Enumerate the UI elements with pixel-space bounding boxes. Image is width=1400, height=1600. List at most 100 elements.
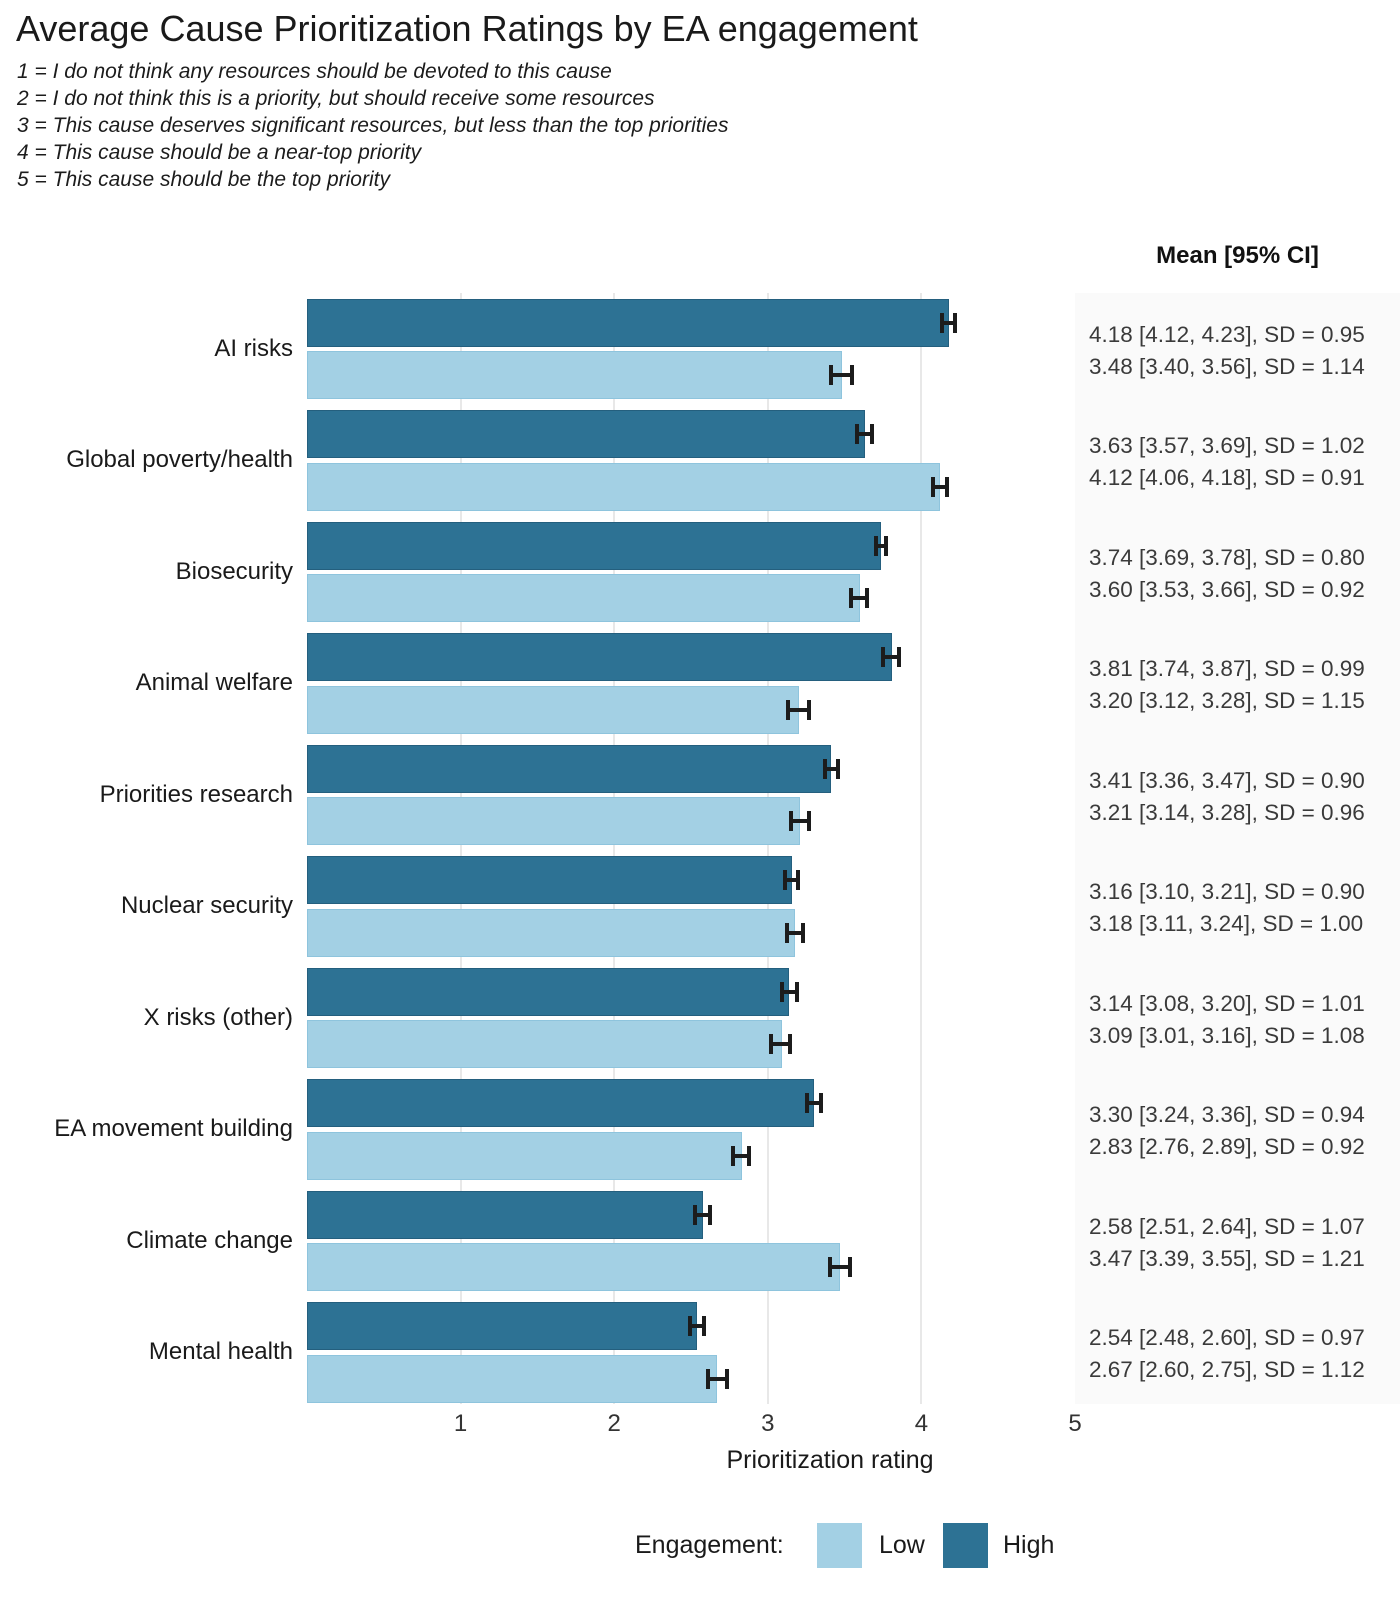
bar-low-2 bbox=[307, 574, 860, 622]
bar-low-9 bbox=[307, 1354, 718, 1403]
legend-title: Engagement: bbox=[635, 1531, 784, 1559]
stats-line-high: 3.14 [3.08, 3.20], SD = 1.01 bbox=[1089, 990, 1365, 1016]
category-label: Global poverty/health bbox=[66, 446, 293, 473]
stats-line-low: 3.18 [3.11, 3.24], SD = 1.00 bbox=[1089, 911, 1364, 936]
error-bar-line bbox=[859, 432, 870, 436]
bar-high-7 bbox=[307, 1079, 814, 1127]
error-bar-line bbox=[793, 819, 807, 823]
bar-low-3 bbox=[307, 685, 799, 734]
subtitle-line: 3 = This cause deserves significant reso… bbox=[17, 114, 729, 137]
error-bar bbox=[780, 981, 799, 1002]
error-bar-line bbox=[691, 1324, 703, 1328]
error-bar bbox=[784, 922, 805, 943]
stats-line-low: 2.67 [2.60, 2.75], SD = 1.12 bbox=[1089, 1357, 1365, 1382]
legend-item-low-label: Low bbox=[879, 1531, 925, 1559]
subtitle-line: 5 = This cause should be the top priorit… bbox=[17, 168, 390, 191]
error-bar-line bbox=[787, 878, 797, 882]
stats-line-high: 3.63 [3.57, 3.69], SD = 1.02 bbox=[1089, 433, 1365, 458]
error-bar-line bbox=[943, 320, 953, 325]
bar-low-1 bbox=[307, 462, 940, 511]
bar-high-6 bbox=[307, 967, 790, 1016]
bar-high-8 bbox=[307, 1190, 704, 1239]
bar-high-1 bbox=[307, 410, 865, 458]
gridline bbox=[613, 293, 616, 1404]
bar-low-6 bbox=[307, 1020, 782, 1068]
error-bar-line bbox=[790, 707, 807, 712]
stats-line-low: 3.60 [3.53, 3.66], SD = 0.92 bbox=[1089, 576, 1365, 602]
x-tick-label: 2 bbox=[607, 1410, 621, 1437]
x-axis-title: Prioritization rating bbox=[726, 1446, 934, 1474]
stats-panel-background bbox=[1075, 293, 1400, 1404]
error-bar bbox=[930, 476, 950, 497]
stats-line-high: 3.30 [3.24, 3.36], SD = 0.94 bbox=[1089, 1102, 1365, 1127]
x-tick-label: 5 bbox=[1068, 1410, 1082, 1437]
stats-column-header: Mean [95% CI] bbox=[1156, 242, 1319, 269]
category-label: Biosecurity bbox=[175, 557, 293, 585]
bar-low-7 bbox=[307, 1131, 742, 1180]
error-bar-line bbox=[934, 484, 946, 489]
error-bar-line bbox=[833, 373, 850, 377]
category-label: Priorities research bbox=[99, 780, 293, 808]
error-bar bbox=[849, 588, 870, 608]
x-tick-label: 4 bbox=[914, 1410, 929, 1437]
gridline bbox=[459, 293, 462, 1404]
error-bar-line bbox=[877, 543, 884, 548]
gridline bbox=[920, 293, 923, 1404]
x-tick-label: 3 bbox=[761, 1410, 775, 1437]
error-bar bbox=[881, 647, 902, 667]
category-label: AI risks bbox=[214, 334, 293, 362]
error-bar bbox=[823, 758, 840, 779]
error-bar-line bbox=[788, 930, 801, 935]
stats-line-high: 3.16 [3.10, 3.21], SD = 0.90 bbox=[1089, 879, 1365, 904]
error-bar-line bbox=[784, 989, 795, 994]
error-bar bbox=[827, 1257, 853, 1277]
error-bar bbox=[692, 1204, 713, 1225]
bar-low-0 bbox=[307, 351, 842, 399]
error-bar bbox=[873, 535, 888, 556]
stats-line-high: 3.81 [3.74, 3.87], SD = 0.99 bbox=[1089, 656, 1365, 681]
bar-high-4 bbox=[307, 744, 831, 793]
stats-line-low: 3.20 [3.12, 3.28], SD = 1.15 bbox=[1089, 688, 1365, 713]
chart-title: Average Cause Prioritization Ratings by … bbox=[16, 8, 918, 49]
error-bar-line bbox=[827, 766, 836, 771]
bar-high-3 bbox=[307, 633, 893, 681]
bar-high-5 bbox=[307, 856, 793, 904]
error-bar-line bbox=[734, 1153, 747, 1158]
legend-swatch-low bbox=[817, 1523, 862, 1568]
error-bar bbox=[804, 1093, 824, 1113]
stats-line-low: 2.83 [2.76, 2.89], SD = 0.92 bbox=[1089, 1134, 1365, 1159]
error-bar bbox=[706, 1368, 730, 1389]
error-bar bbox=[789, 811, 811, 831]
stats-line-low: 3.21 [3.14, 3.28], SD = 0.96 bbox=[1089, 799, 1365, 825]
error-bar bbox=[786, 699, 811, 720]
category-label: X risks (other) bbox=[143, 1003, 293, 1031]
subtitle-line: 4 = This cause should be a near-top prio… bbox=[17, 141, 422, 164]
legend-item-high-label: High bbox=[1003, 1531, 1055, 1559]
category-label: Climate change bbox=[126, 1226, 293, 1254]
error-bar-line bbox=[696, 1212, 709, 1217]
stats-line-low: 3.09 [3.01, 3.16], SD = 1.08 bbox=[1089, 1022, 1365, 1048]
bar-high-9 bbox=[307, 1302, 698, 1350]
subtitle-line: 2 = I do not think this is a priority, b… bbox=[17, 87, 655, 110]
stats-line-low: 4.12 [4.06, 4.18], SD = 0.91 bbox=[1089, 465, 1365, 490]
subtitle-line: 1 = I do not think any resources should … bbox=[17, 60, 612, 83]
error-bar-line bbox=[773, 1042, 789, 1046]
error-bar-line bbox=[710, 1376, 726, 1381]
error-bar bbox=[829, 365, 854, 385]
error-bar bbox=[687, 1316, 707, 1336]
category-label: Nuclear security bbox=[120, 892, 293, 919]
error-bar bbox=[855, 424, 874, 444]
bar-low-4 bbox=[307, 797, 801, 845]
category-label: EA movement building bbox=[54, 1115, 293, 1142]
category-label: Mental health bbox=[148, 1338, 293, 1365]
bar-low-8 bbox=[307, 1243, 840, 1291]
gridline bbox=[766, 293, 769, 1404]
error-bar-line bbox=[885, 655, 898, 659]
stats-line-high: 4.18 [4.12, 4.23], SD = 0.95 bbox=[1089, 321, 1365, 347]
stats-line-high: 2.54 [2.48, 2.60], SD = 0.97 bbox=[1089, 1325, 1365, 1350]
x-tick-label: 1 bbox=[453, 1410, 468, 1437]
bar-low-5 bbox=[307, 908, 796, 957]
stats-line-high: 3.41 [3.36, 3.47], SD = 0.90 bbox=[1089, 767, 1365, 793]
stats-line-high: 3.74 [3.69, 3.78], SD = 0.80 bbox=[1089, 544, 1365, 570]
